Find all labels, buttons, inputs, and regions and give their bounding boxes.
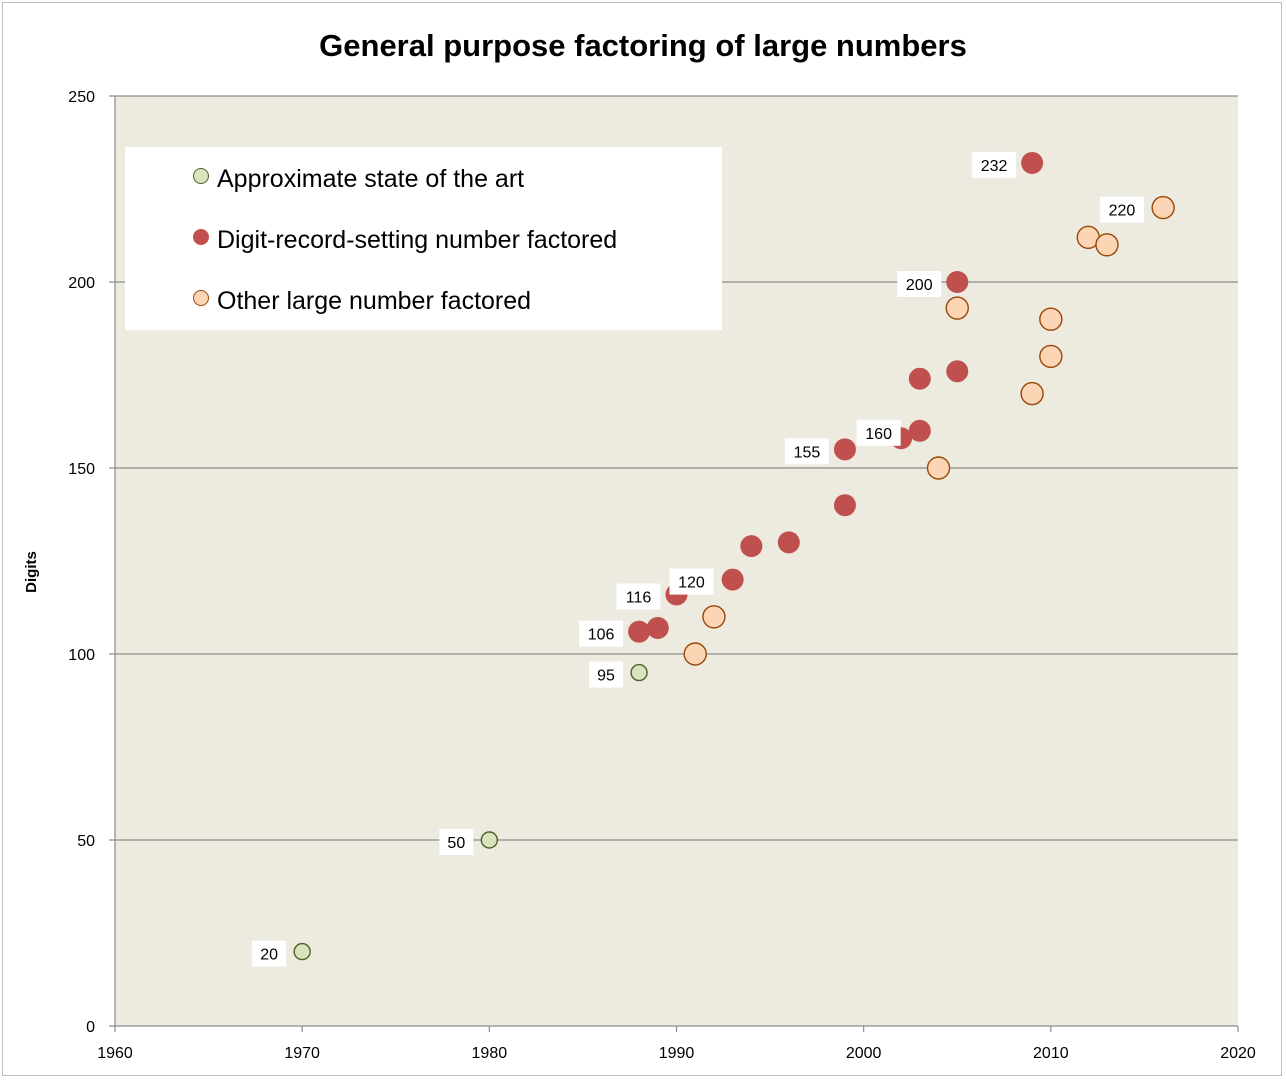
point-labels: 20 50 95 106 116 120 155 160 200 232 220: [252, 151, 1144, 967]
data-point-series-2: [908, 419, 931, 442]
legend-marker-record: [193, 229, 209, 245]
point-label: 220: [1109, 203, 1136, 220]
point-label-box: [669, 568, 714, 595]
data-point-series-1: [630, 663, 648, 682]
tick-labels: 0 50 100 150 200 250 1960 1970 1980 1990 2000 2010 2…: [68, 89, 1256, 1062]
point-label-box: [252, 940, 287, 967]
y-tick-label: 250: [68, 89, 95, 106]
legend-marker-state-of-art: [193, 168, 209, 184]
legend-marker-other: [193, 290, 209, 306]
data-point-series-3: [702, 605, 726, 629]
point-label: 200: [906, 277, 933, 294]
data-point-series-2: [908, 367, 931, 390]
legend-item-record: Digit-record-setting number factored: [193, 225, 617, 255]
data-points: [293, 151, 1175, 961]
point-label: 232: [981, 158, 1008, 175]
y-tick-label: 50: [77, 833, 95, 850]
y-tick-label: 200: [68, 275, 95, 292]
point-label-box: [784, 438, 829, 465]
data-point-series-3: [1151, 195, 1175, 220]
point-label-box: [897, 271, 942, 297]
data-point-series-2: [628, 620, 651, 643]
data-point-series-2: [777, 531, 800, 554]
data-point-series-3: [1039, 344, 1063, 369]
point-label: 95: [597, 668, 615, 685]
legend-label-state-of-art: Approximate state of the art: [217, 164, 525, 193]
legend-item-other: Other large number factored: [193, 286, 531, 316]
data-point-series-2: [721, 568, 744, 591]
point-label-box: [579, 620, 624, 647]
point-label-box: [589, 661, 624, 688]
x-tick-label: 2010: [1033, 1045, 1069, 1062]
y-tick-label: 150: [68, 461, 95, 478]
x-tick-label: 1980: [472, 1045, 508, 1062]
point-label-box: [439, 829, 474, 855]
point-label-box: [1099, 196, 1144, 223]
chart-title: General purpose factoring of large numbe…: [319, 28, 967, 63]
data-point-series-3: [926, 456, 951, 480]
data-point-series-3: [1095, 233, 1119, 257]
point-label-box: [616, 583, 661, 610]
legend: Approximate state of the art Digit-recor…: [125, 147, 722, 330]
point-label: 160: [865, 426, 892, 443]
data-point-series-3: [1020, 381, 1044, 406]
data-point-series-2: [833, 494, 856, 517]
point-label: 120: [678, 575, 705, 592]
x-tick-label: 1990: [659, 1045, 695, 1062]
x-tick-label: 1960: [97, 1045, 133, 1062]
point-label-box: [856, 419, 901, 446]
point-label: 116: [626, 589, 652, 606]
data-point-series-1: [293, 942, 311, 961]
legend-label-record: Digit-record-setting number factored: [217, 225, 618, 254]
data-point-series-2: [946, 271, 969, 293]
data-point-series-1: [480, 831, 499, 849]
data-point-series-2: [646, 616, 669, 639]
point-label: 20: [260, 947, 278, 964]
point-label: 155: [794, 444, 821, 461]
y-tick-label: 0: [86, 1019, 95, 1036]
x-tick-label: 2000: [846, 1045, 882, 1062]
legend-label-other: Other large number factored: [217, 286, 532, 315]
data-point-series-2: [1021, 151, 1044, 174]
data-point-series-3: [1039, 307, 1063, 331]
point-label-box: [972, 151, 1017, 178]
data-point-series-3: [683, 642, 707, 666]
data-point-series-2: [946, 360, 969, 383]
data-point-series-3: [945, 296, 969, 320]
point-label: 106: [588, 627, 615, 644]
data-point-series-2: [833, 438, 856, 461]
point-label: 50: [447, 835, 465, 852]
x-tick-label: 1970: [284, 1045, 320, 1062]
data-point-series-2: [740, 535, 763, 558]
legend-item-state-of-art: Approximate state of the art: [193, 164, 524, 194]
y-tick-label: 100: [68, 647, 95, 664]
x-tick-label: 2020: [1220, 1045, 1256, 1062]
axes: [109, 95, 1239, 1032]
